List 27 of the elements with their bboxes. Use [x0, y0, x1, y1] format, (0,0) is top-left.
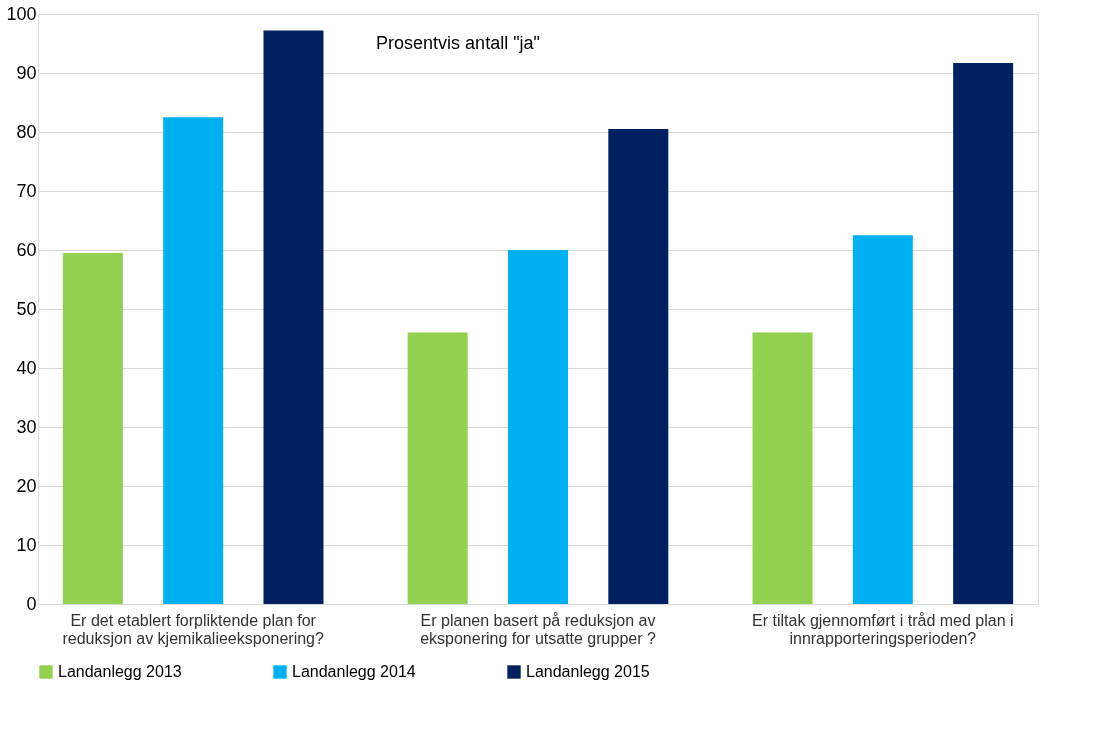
bar [407, 332, 468, 604]
y-tick-label: 10 [16, 534, 37, 555]
x-tick-label: Er planen basert på reduksjon av eksponering for utsatte grupper ? [420, 611, 656, 647]
bar [508, 250, 568, 604]
bar [752, 332, 813, 604]
y-tick-label: 0 [26, 593, 37, 614]
text: Prosentvis antall "ja" [376, 33, 540, 53]
bar [163, 117, 224, 604]
y-tick-label: 30 [16, 416, 37, 437]
y-tick-label: 60 [16, 239, 37, 260]
x-tick-label: Er det etablert forpliktende plan for reduksjon av kjemikalieeksponering? [62, 611, 325, 647]
bar [263, 30, 324, 604]
bar [953, 62, 1014, 604]
bar [608, 129, 669, 604]
y-tick-label: 90 [16, 62, 37, 83]
y-tick-label: 50 [16, 298, 37, 319]
legend-label: Landanlegg 2014 [292, 663, 416, 680]
y-tick-label: 40 [16, 357, 37, 378]
legend-label: Landanlegg 2015 [526, 663, 650, 680]
y-tick-label: 70 [16, 180, 37, 201]
bar [852, 235, 913, 604]
y-tick-label: 20 [16, 475, 37, 496]
y-tick-label: 100 [6, 3, 37, 24]
legend-label: Landanlegg 2013 [58, 663, 182, 680]
y-tick-label: 80 [16, 121, 37, 142]
bar [62, 252, 123, 604]
x-tick-label: Er tiltak gjennomført i tråd med plan i innrapporteringsperioden? [752, 611, 1014, 647]
